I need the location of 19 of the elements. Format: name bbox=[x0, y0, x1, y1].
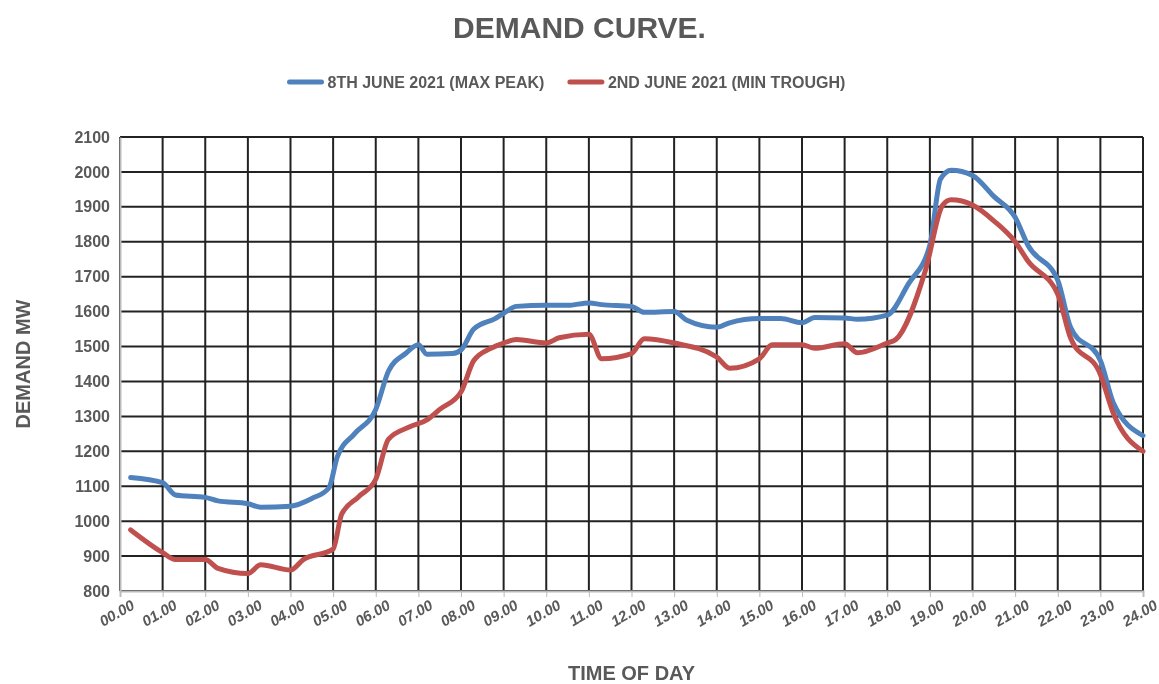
y-tick-label: 1800 bbox=[74, 233, 111, 251]
y-tick-label: 1900 bbox=[74, 198, 111, 216]
legend-label: 8TH JUNE 2021 (MAX PEAK) bbox=[327, 74, 545, 91]
y-tick-label: 2100 bbox=[74, 128, 111, 146]
y-tick-label: 1300 bbox=[74, 408, 111, 425]
y-tick-label: 1100 bbox=[75, 477, 111, 495]
y-axis-title: DEMAND MW bbox=[12, 299, 34, 429]
y-tick-label: 900 bbox=[83, 547, 111, 565]
y-tick-label: 1400 bbox=[74, 373, 111, 391]
x-axis-title: TIME OF DAY bbox=[567, 662, 696, 684]
y-tick-label: 2000 bbox=[74, 163, 111, 181]
y-tick-label: 1500 bbox=[74, 338, 111, 356]
chart-title: DEMAND CURVE. bbox=[453, 11, 706, 44]
y-tick-label: 800 bbox=[83, 582, 111, 600]
legend-label: 2ND JUNE 2021 (MIN TROUGH) bbox=[607, 74, 846, 91]
y-tick-label: 1600 bbox=[74, 303, 111, 321]
y-tick-label: 1700 bbox=[74, 268, 111, 286]
y-tick-label: 1000 bbox=[74, 512, 111, 530]
y-tick-label: 1200 bbox=[74, 442, 111, 460]
